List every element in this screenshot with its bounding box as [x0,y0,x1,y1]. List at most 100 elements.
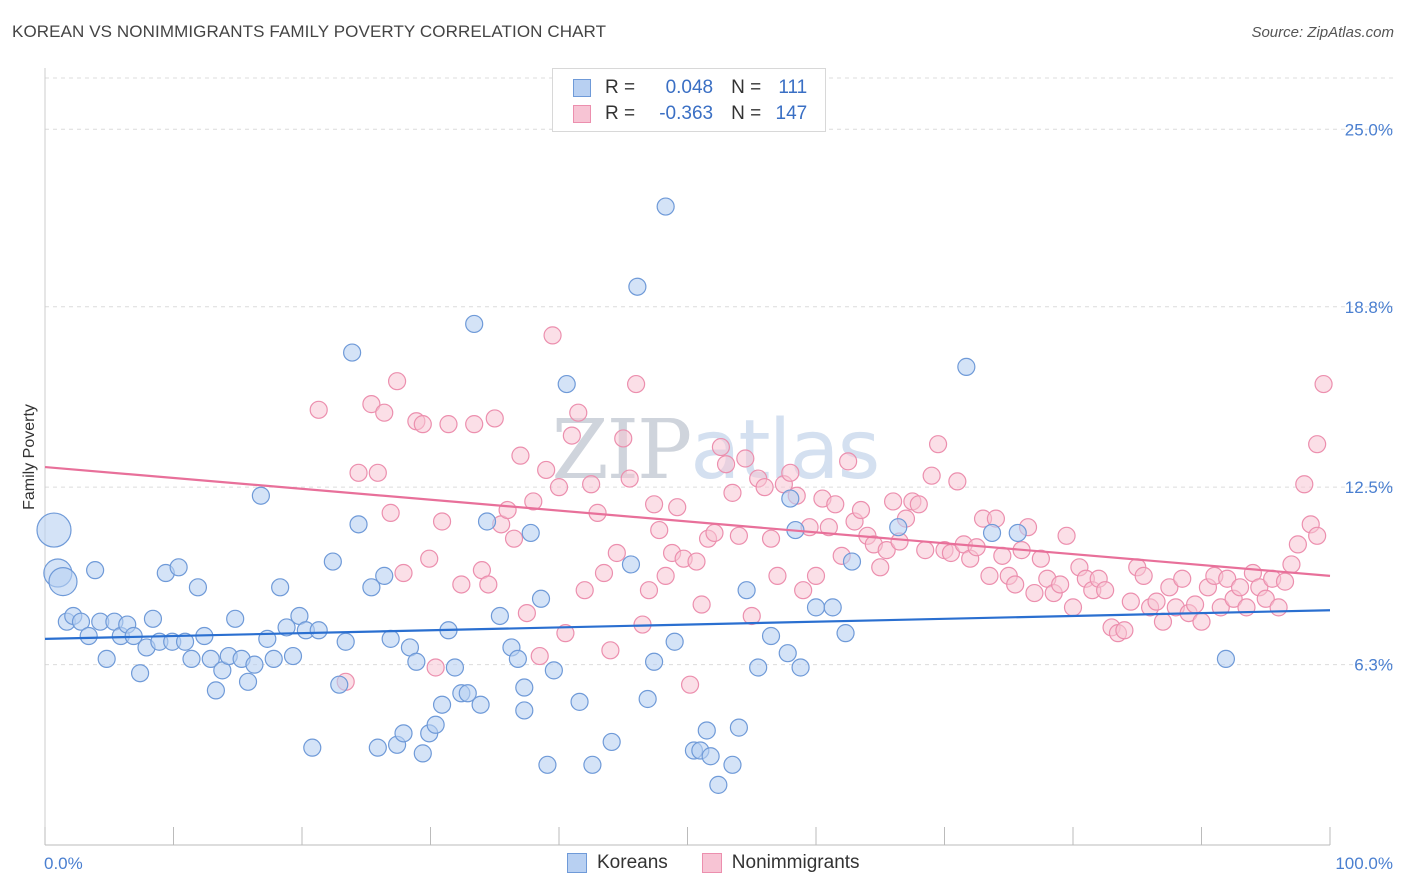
nonimmigrants-point [349,463,368,482]
koreans-point [238,672,258,691]
koreans-point [169,558,188,577]
nonimmigrants-point [1256,589,1275,608]
koreans-point [245,655,264,674]
nonimmigrants-point [413,415,432,434]
koreans-point [277,618,296,637]
koreans-point [781,489,800,508]
koreans-point [621,555,641,574]
nonimmigrants-point [826,495,845,514]
nonimmigrants-point [1063,598,1083,617]
nonimmigrants-point [729,526,749,545]
nonimmigrants-point [1185,595,1205,614]
koreans-point [889,518,908,537]
koreans-point [806,598,826,617]
nonimmigrants-point [375,403,394,422]
nonimmigrants-point [562,426,581,445]
nonimmigrants-point [656,566,675,585]
koreans-point [471,695,490,714]
correlation-legend: R = 0.048 N = 111 R = -0.363 N = 147 [552,68,826,132]
nonimmigrants-point [711,437,731,457]
koreans-point [515,701,534,720]
koreans-point [206,681,226,700]
nonimmigrants-point [394,563,413,583]
nonimmigrants-n-label: N = [731,103,762,124]
nonimmigrants-point [877,541,896,560]
koreans-point [957,357,976,376]
y-tick-label: 25.0% [1345,120,1393,139]
koreans-point [638,689,657,709]
nonimmigrants-point [1308,435,1327,454]
legend-row-koreans: R = 0.048 N = 111 [573,77,807,99]
nonimmigrants-point [1134,566,1153,585]
koreans-point [644,652,664,671]
koreans-point [330,675,349,694]
nonimmigrants-point [543,326,562,345]
koreans-point [465,314,484,334]
nonimmigrants-point [1160,578,1179,597]
koreans-point [778,644,797,663]
koreans-point [323,552,342,571]
koreans-point [602,732,621,752]
koreans-legend-label: Koreans [597,852,668,873]
koreans-point [836,624,855,643]
nonimmigrants-point [794,581,813,600]
y-tick-label: 6.3% [1354,656,1393,675]
nonimmigrants-point [1218,569,1237,588]
nonimmigrants-point [781,463,800,482]
chart-title: KOREAN VS NONIMMIGRANTS FAMILY POVERTY C… [12,22,607,41]
koreans-r-value: 0.048 [665,77,714,98]
koreans-point [737,581,756,600]
nonimmigrants-point [465,415,484,434]
koreans-point [303,738,322,757]
nonimmigrants-point [1192,612,1211,631]
nonimmigrants-point [439,415,458,434]
koreans-swatch [573,79,591,97]
nonimmigrants-point [755,478,774,497]
nonimmigrants-point [928,435,948,454]
koreans-point [544,661,563,680]
koreans-point [143,609,163,628]
koreans-point [251,486,270,505]
x-tick-label-max: 100.0% [1335,854,1393,873]
koreans-point [531,589,551,608]
koreans-point [432,695,452,714]
nonimmigrants-point [883,492,903,511]
koreans-point [283,646,303,666]
nonimmigrants-legend-label: Nonimmigrants [731,852,860,873]
koreans-point [394,724,413,743]
nonimmigrants-point [680,675,700,694]
koreans-point [130,664,150,683]
nonimmigrants-point [761,529,781,548]
nonimmigrants-point [806,566,826,585]
koreans-point [36,512,72,548]
nonimmigrants-point [626,374,646,394]
nonimmigrants-point [909,495,928,514]
nonimmigrants-point [723,483,742,502]
nonimmigrants-point [1230,578,1250,597]
koreans-point [201,649,220,669]
koreans-point [271,578,290,597]
nonimmigrants-point [498,500,517,520]
nonimmigrants-point [1282,555,1301,574]
nonimmigrants-point [948,472,967,491]
koreans-point [48,567,78,597]
koreans-point [71,612,91,631]
nonimmigrants-point [1275,572,1295,591]
koreans-point [188,578,208,597]
koreans-point [982,523,1002,543]
nonimmigrants-point [851,500,871,520]
koreans-point [79,626,98,646]
axes [44,68,1331,846]
nonimmigrants-point [549,478,569,497]
nonimmigrants-point [485,409,504,428]
nonimmigrants-point [452,575,471,594]
nonimmigrants-point [620,469,639,488]
nonimmigrants-point [1025,583,1044,603]
y-tick-label: 18.8% [1345,298,1393,317]
nonimmigrants-point [668,498,687,517]
koreans-point [490,606,509,626]
koreans-point [97,649,116,669]
nonimmigrants-point [1314,374,1333,394]
nonimmigrants-point [1051,575,1070,594]
koreans-point [362,578,381,597]
